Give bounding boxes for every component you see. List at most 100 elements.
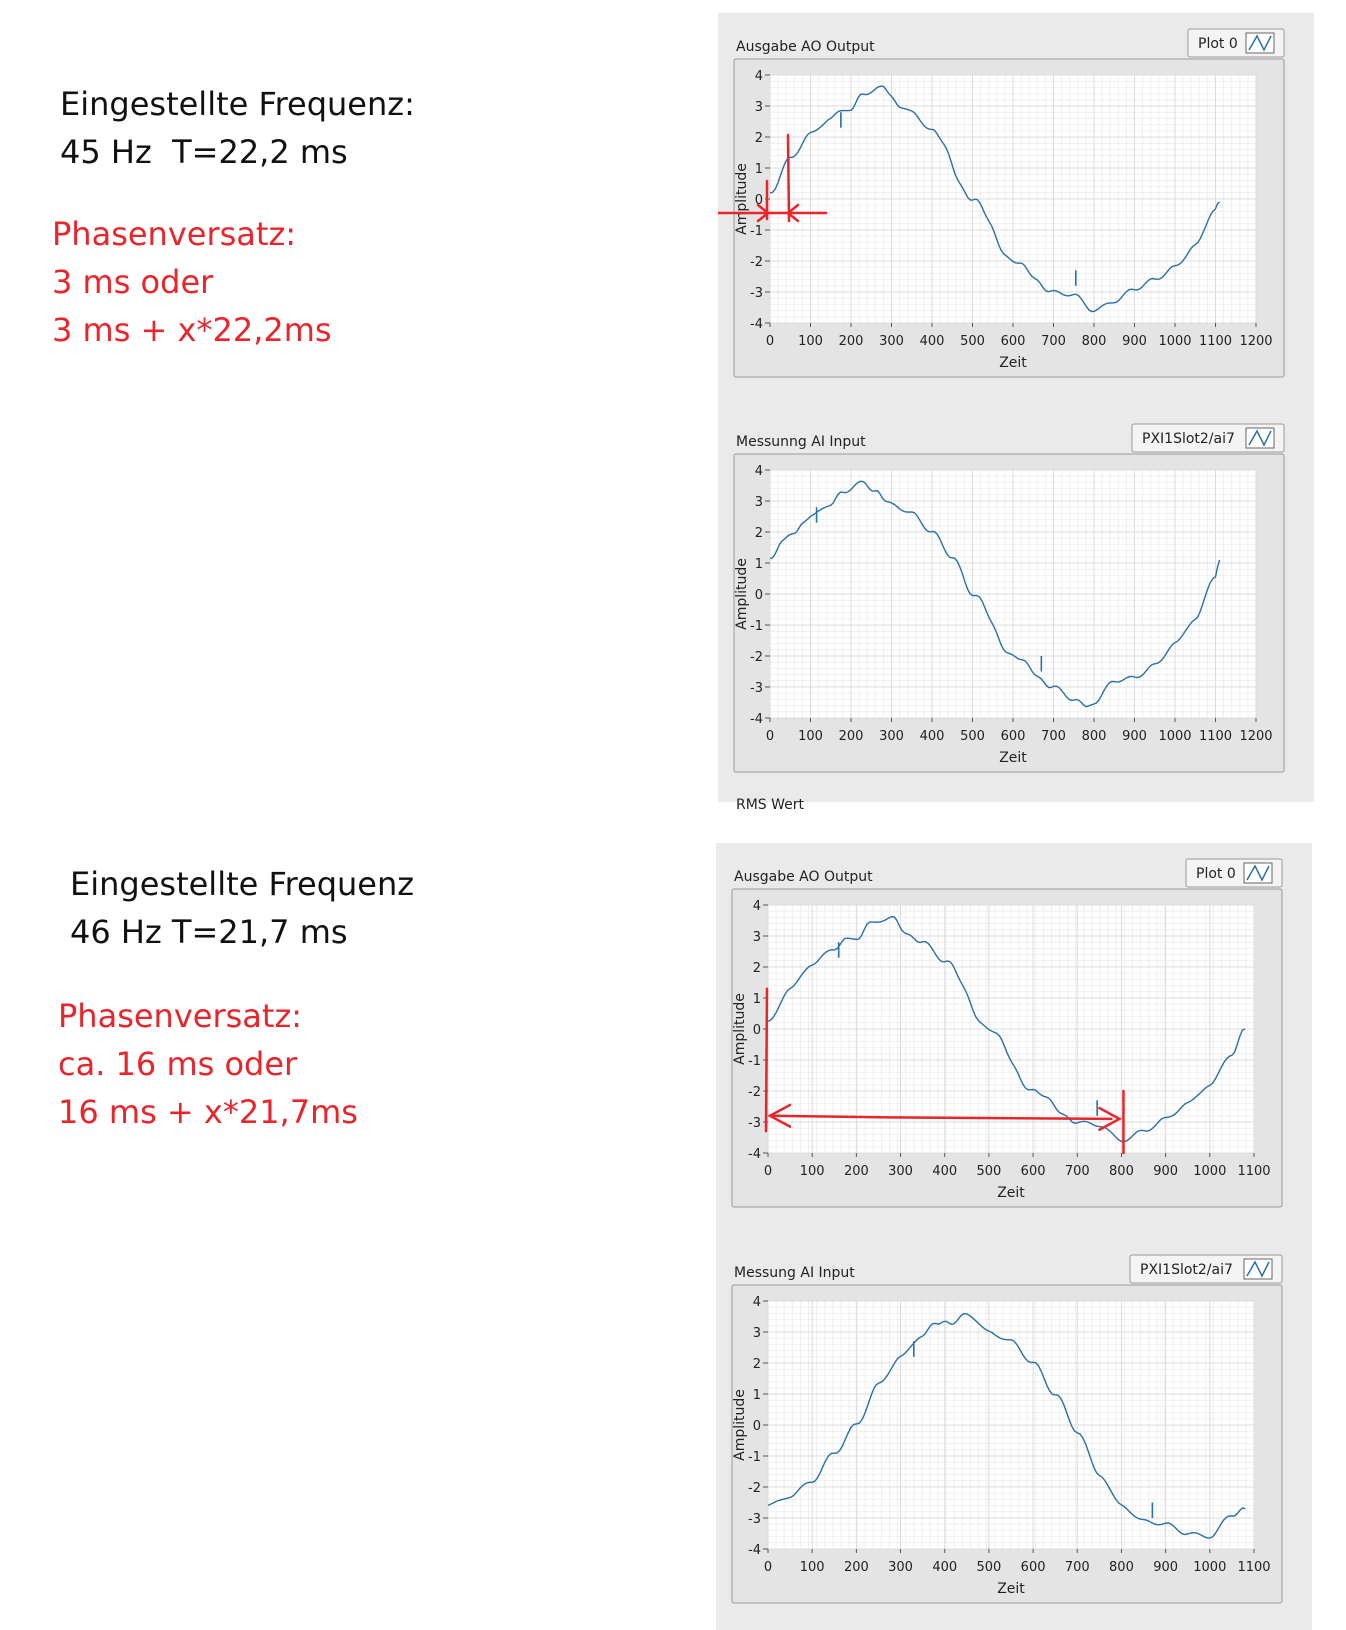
y-tick-label: -4	[750, 317, 763, 332]
x-axis-label: Zeit	[997, 1581, 1025, 1597]
y-tick-label: 0	[753, 1419, 761, 1434]
y-tick-label: -2	[750, 650, 763, 665]
x-tick-label: 900	[1153, 1560, 1178, 1575]
x-tick-label: 300	[879, 729, 904, 744]
x-tick-label: 300	[879, 334, 904, 349]
phase-line-1: ca. 16 ms oder	[58, 1045, 298, 1083]
x-tick-label: 500	[976, 1560, 1001, 1575]
y-tick-label: -4	[750, 712, 763, 727]
x-tick-label: 400	[920, 729, 945, 744]
x-tick-label: 100	[798, 729, 823, 744]
y-tick-label: 1	[755, 162, 763, 177]
x-tick-label: 900	[1153, 1164, 1178, 1179]
legend-swatch-trace	[1248, 34, 1272, 52]
y-tick-label: 4	[755, 69, 763, 84]
y-tick-label: -1	[750, 224, 763, 239]
phase-title: Phasenversatz:	[58, 997, 303, 1035]
y-tick-label: 0	[753, 1023, 761, 1038]
x-tick-label: 1000	[1158, 729, 1191, 744]
x-tick-label: 1100	[1237, 1560, 1270, 1575]
y-tick-label: -2	[748, 1481, 761, 1496]
x-tick-label: 800	[1082, 334, 1107, 349]
legend-label: PXI1Slot2/ai7	[1142, 431, 1235, 447]
chart-title: Messunng AI Input	[736, 434, 866, 450]
y-tick-label: 3	[753, 1326, 761, 1341]
annotation-arrowhead	[1098, 1106, 1123, 1131]
chart-title: Ausgabe AO Output	[736, 39, 875, 55]
y-tick-label: -1	[748, 1054, 761, 1069]
y-tick-label: 4	[753, 899, 761, 914]
x-tick-label: 500	[960, 729, 985, 744]
y-tick-label: -4	[748, 1147, 761, 1162]
phase-line-2: 16 ms + x*21,7ms	[58, 1093, 358, 1131]
x-tick-label: 900	[1122, 729, 1147, 744]
y-tick-label: -2	[750, 255, 763, 270]
x-tick-label: 800	[1109, 1164, 1134, 1179]
frequency-period: 45 Hz T=22,2 ms	[60, 133, 348, 171]
phase-note-2: Phasenversatz: ca. 16 ms oder 16 ms + x*…	[58, 992, 358, 1136]
x-tick-label: 1100	[1199, 334, 1232, 349]
series-line	[767, 915, 1246, 1143]
x-axis-label: Zeit	[999, 750, 1027, 766]
x-tick-label: 400	[920, 334, 945, 349]
x-tick-label: 100	[798, 334, 823, 349]
labview-panel-bottom: Ausgabe AO Output Plot 0 4 3 2 1 0 -1 -2 -3 -4 0 100…	[716, 843, 1312, 1630]
x-tick-label: 0	[764, 1560, 772, 1575]
x-tick-label: 700	[1041, 729, 1066, 744]
annotation-arrow-line	[768, 1114, 1113, 1121]
y-tick-label: -4	[748, 1543, 761, 1558]
x-tick-label: 300	[888, 1560, 913, 1575]
x-tick-label: 700	[1065, 1560, 1090, 1575]
x-axis-label: Zeit	[999, 355, 1027, 371]
x-tick-label: 600	[1001, 334, 1026, 349]
y-tick-label: 3	[753, 930, 761, 945]
y-tick-label: 2	[755, 526, 763, 541]
chart-title: Messung AI Input	[734, 1265, 855, 1281]
x-tick-label: 1000	[1158, 334, 1191, 349]
grid	[767, 904, 1255, 1154]
x-tick-label: 500	[976, 1164, 1001, 1179]
grid	[769, 469, 1257, 719]
y-tick-label: -3	[750, 286, 763, 301]
series-line	[769, 85, 1221, 313]
legend-label: Plot 0	[1198, 36, 1238, 52]
grid	[769, 74, 1257, 324]
x-tick-label: 0	[766, 729, 774, 744]
annotation-marker-line	[764, 987, 769, 1133]
x-tick-label: 300	[888, 1164, 913, 1179]
y-tick-label: -3	[748, 1116, 761, 1131]
x-tick-label: 100	[800, 1560, 825, 1575]
x-tick-label: 600	[1021, 1164, 1046, 1179]
x-tick-label: 1200	[1239, 729, 1272, 744]
x-tick-label: 500	[960, 334, 985, 349]
frequency-note-2: Eingestellte Frequenz 46 Hz T=21,7 ms	[70, 860, 414, 956]
phase-title: Phasenversatz:	[52, 215, 297, 253]
frequency-period: 46 Hz T=21,7 ms	[70, 913, 348, 951]
graph-ai-input-2: Messung AI Input PXI1Slot2/ai7 4 3 2 1 0 -1 -2 -3…	[731, 1254, 1283, 1604]
y-tick-label: -3	[748, 1512, 761, 1527]
x-axis-label: Zeit	[997, 1185, 1025, 1201]
x-tick-label: 700	[1065, 1164, 1090, 1179]
legend-swatch-trace	[1246, 864, 1270, 882]
annotation-arrowhead	[756, 203, 771, 223]
grid	[767, 1300, 1255, 1550]
legend-swatch-trace	[1246, 1260, 1270, 1278]
frequency-note-1: Eingestellte Frequenz: 45 Hz T=22,2 ms	[60, 80, 415, 176]
series-line	[767, 1312, 1246, 1539]
phase-annotation	[764, 987, 1125, 1155]
x-tick-label: 1200	[1239, 334, 1272, 349]
x-tick-label: 1100	[1237, 1164, 1270, 1179]
graph-ai-input-1: Messunng AI Input PXI1Slot2/ai7 4 3 2 1 0 -1 -2 -…	[733, 423, 1285, 773]
y-tick-label: -1	[748, 1450, 761, 1465]
y-tick-label: 2	[753, 1357, 761, 1372]
y-tick-label: 3	[755, 495, 763, 510]
y-tick-label: 4	[753, 1295, 761, 1310]
series-line	[769, 480, 1221, 708]
y-tick-label: 1	[755, 557, 763, 572]
chart-title: Ausgabe AO Output	[734, 869, 873, 885]
x-tick-label: 1000	[1193, 1560, 1226, 1575]
legend-label: PXI1Slot2/ai7	[1140, 1262, 1233, 1278]
x-tick-label: 200	[844, 1560, 869, 1575]
